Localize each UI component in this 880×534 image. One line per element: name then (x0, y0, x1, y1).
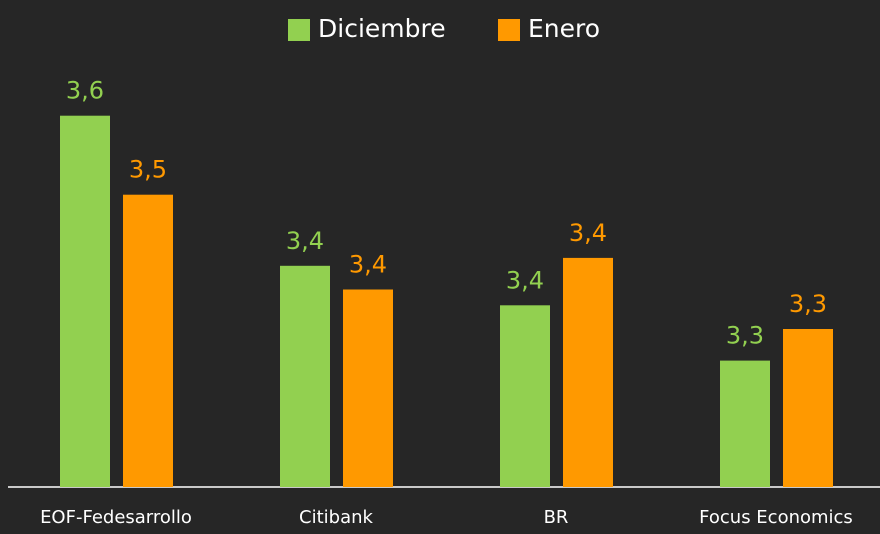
bar (720, 360, 770, 487)
x-tick-label: Focus Economics (699, 507, 853, 528)
bar (343, 289, 393, 487)
bar (123, 194, 173, 487)
data-label: 3,6 (66, 77, 104, 105)
data-label: 3,4 (349, 251, 387, 279)
legend-swatch (288, 19, 310, 41)
bar (280, 265, 330, 487)
data-label: 3,4 (569, 219, 607, 247)
x-tick-label: Citibank (299, 507, 373, 528)
legend-label: Diciembre (318, 14, 446, 43)
bar (60, 115, 110, 487)
x-tick-label: BR (544, 507, 569, 528)
x-tick-label: EOF-Fedesarrollo (40, 507, 192, 528)
data-label: 3,5 (129, 156, 167, 184)
data-label: 3,3 (789, 290, 827, 318)
bar (500, 305, 550, 487)
data-label: 3,4 (286, 227, 324, 255)
bar (783, 329, 833, 487)
legend-label: Enero (528, 14, 600, 43)
legend-swatch (498, 19, 520, 41)
data-label: 3,3 (726, 322, 764, 350)
data-label: 3,4 (506, 266, 544, 294)
bar (563, 257, 613, 487)
